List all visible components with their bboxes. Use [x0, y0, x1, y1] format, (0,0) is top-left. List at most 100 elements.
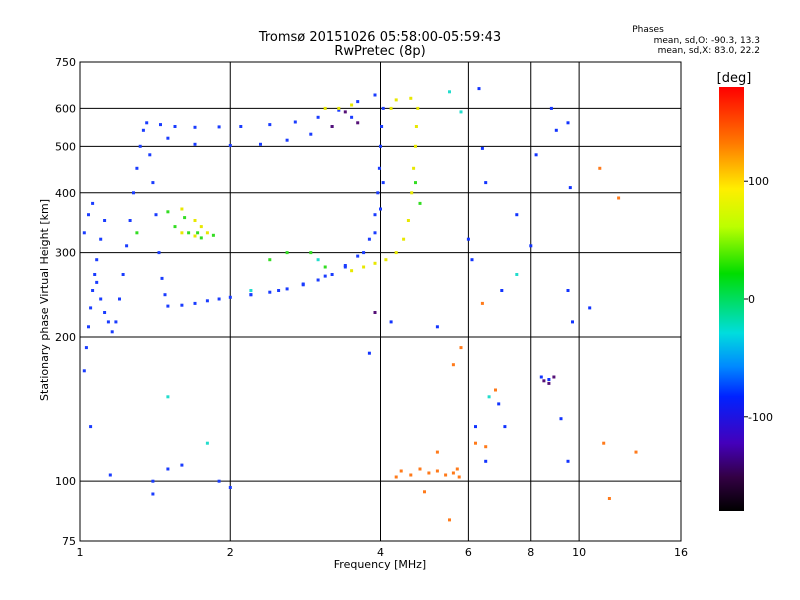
data-point: [141, 128, 145, 132]
stats-o-mode: mean, sd,O: -90.3, 13.3: [654, 36, 760, 46]
data-point: [99, 237, 103, 241]
colorbar-tick-label: 100: [748, 175, 769, 188]
data-points: [82, 87, 638, 522]
data-point: [617, 196, 621, 200]
data-point: [87, 213, 90, 217]
data-point: [377, 166, 381, 170]
data-point: [427, 471, 431, 475]
data-point: [356, 254, 360, 258]
data-point: [566, 459, 570, 463]
data-point: [480, 301, 484, 305]
data-point: [121, 273, 125, 276]
data-point: [199, 225, 203, 229]
x-tick-label: 8: [527, 546, 534, 559]
chart-subtitle: RwPretec (8p): [334, 44, 425, 59]
data-point: [448, 518, 451, 522]
data-point: [568, 186, 572, 190]
data-point: [183, 216, 187, 220]
data-point: [547, 378, 551, 381]
data-point: [542, 379, 546, 383]
data-point: [547, 381, 551, 385]
data-point: [91, 201, 95, 205]
y-tick-label: 600: [55, 102, 76, 115]
data-point: [470, 258, 474, 262]
data-point: [151, 181, 155, 185]
data-point: [180, 463, 184, 467]
colorbar-label: [deg]: [717, 71, 752, 86]
data-point: [376, 191, 380, 195]
data-point: [367, 237, 371, 241]
data-point: [559, 417, 563, 421]
data-point: [180, 207, 184, 211]
data-point: [95, 280, 99, 284]
data-point: [500, 289, 504, 292]
data-point: [217, 125, 221, 129]
data-point: [406, 219, 410, 222]
data-point: [444, 473, 448, 477]
data-point: [205, 231, 209, 235]
data-point: [180, 303, 184, 307]
data-point: [381, 106, 385, 110]
data-point: [497, 402, 501, 406]
data-point: [350, 103, 354, 107]
data-point: [205, 441, 209, 445]
data-point: [549, 106, 553, 110]
data-point: [373, 311, 377, 314]
y-tick-label: 200: [55, 331, 76, 344]
data-point: [211, 233, 215, 237]
data-point: [379, 144, 382, 148]
data-point: [362, 251, 366, 255]
data-point: [457, 475, 461, 479]
data-point: [409, 473, 413, 477]
data-point: [228, 486, 232, 489]
data-point: [114, 320, 118, 324]
data-point: [566, 289, 570, 292]
data-point: [515, 213, 519, 217]
colorbar-tick-label: -100: [748, 411, 773, 424]
data-point: [193, 142, 197, 146]
data-point: [118, 297, 121, 301]
x-tick-label: 16: [674, 546, 688, 559]
y-tick-label: 750: [55, 56, 76, 69]
x-tick-label: 6: [465, 546, 472, 559]
data-point: [301, 282, 305, 286]
data-point: [323, 274, 327, 278]
data-point: [82, 231, 86, 235]
data-point: [389, 106, 393, 110]
data-point: [480, 146, 484, 150]
data-point: [330, 273, 334, 276]
data-point: [607, 497, 611, 500]
y-tick-label: 400: [55, 187, 76, 200]
data-point: [163, 293, 167, 297]
data-point: [173, 125, 177, 128]
data-point: [466, 237, 470, 241]
data-point: [381, 181, 385, 185]
data-point: [503, 425, 507, 429]
data-point: [487, 395, 491, 399]
data-point: [356, 121, 360, 125]
data-point: [239, 125, 243, 128]
data-point: [193, 219, 197, 222]
data-point: [494, 388, 497, 392]
data-point: [373, 213, 377, 217]
data-point: [337, 108, 341, 112]
data-point: [515, 273, 519, 276]
data-point: [285, 138, 289, 142]
data-point: [484, 445, 488, 449]
data-point: [316, 258, 320, 262]
data-point: [539, 375, 543, 379]
x-tick-label: 10: [572, 546, 586, 559]
data-point: [89, 306, 93, 310]
data-point: [602, 441, 606, 445]
x-tick-label: 2: [227, 546, 234, 559]
data-point: [293, 120, 297, 124]
data-point: [394, 251, 398, 255]
data-point: [367, 351, 371, 355]
data-point: [566, 121, 570, 125]
data-point: [217, 479, 221, 483]
data-point: [414, 125, 418, 128]
data-point: [552, 375, 556, 379]
data-point: [414, 181, 417, 185]
data-point: [89, 425, 93, 429]
data-point: [529, 244, 533, 248]
